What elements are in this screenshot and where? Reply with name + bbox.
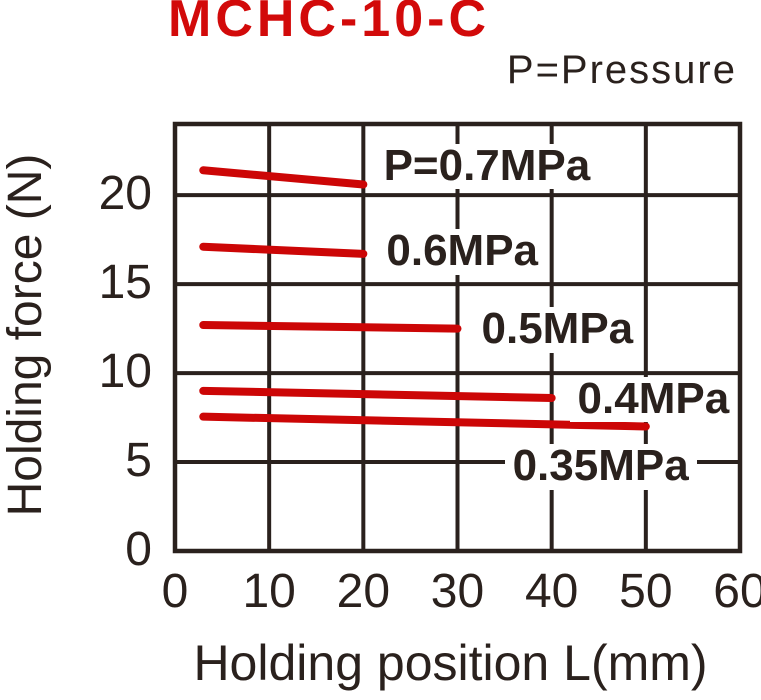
x-tick-label-30: 30 — [430, 565, 485, 618]
x-tick-label-10: 10 — [242, 565, 296, 618]
plot-frame — [172, 121, 743, 554]
y-tick-label-0: 0 — [125, 523, 152, 576]
chart-title: MCHC-10-C — [168, 0, 490, 48]
x-tick-label-50: 50 — [619, 565, 673, 618]
x-axis-title: Holding position L(mm) — [193, 635, 708, 691]
y-tick-label-5: 5 — [125, 434, 152, 488]
series-line-0.6mpa — [199, 242, 368, 258]
series-line-0.35mpa — [199, 412, 650, 431]
series-label-0.35mpa: 0.35MPa — [504, 444, 697, 491]
y-tick-label-10: 10 — [98, 345, 152, 399]
series-label-0.7mpa: P=0.7MPa — [375, 143, 599, 190]
series-line-0.5mpa — [199, 321, 462, 333]
series-label-0.6mpa: 0.6MPa — [378, 229, 547, 275]
x-tick-label-40: 40 — [524, 565, 579, 618]
series-line-0.4mpa — [199, 386, 556, 402]
x-tick-label-60: 60 — [713, 565, 761, 618]
y-tick-label-20: 20 — [98, 167, 152, 221]
pressure-legend-note: P=Pressure — [506, 48, 737, 92]
x-tick-label-0: 0 — [161, 565, 189, 618]
series-line-0.7mpa — [199, 166, 368, 189]
x-tick-label-20: 20 — [336, 565, 391, 618]
y-tick-label-15: 15 — [98, 256, 152, 310]
series-label-0.4mpa: 0.4MPa — [569, 376, 738, 423]
series-label-0.5mpa: 0.5MPa — [473, 307, 642, 354]
